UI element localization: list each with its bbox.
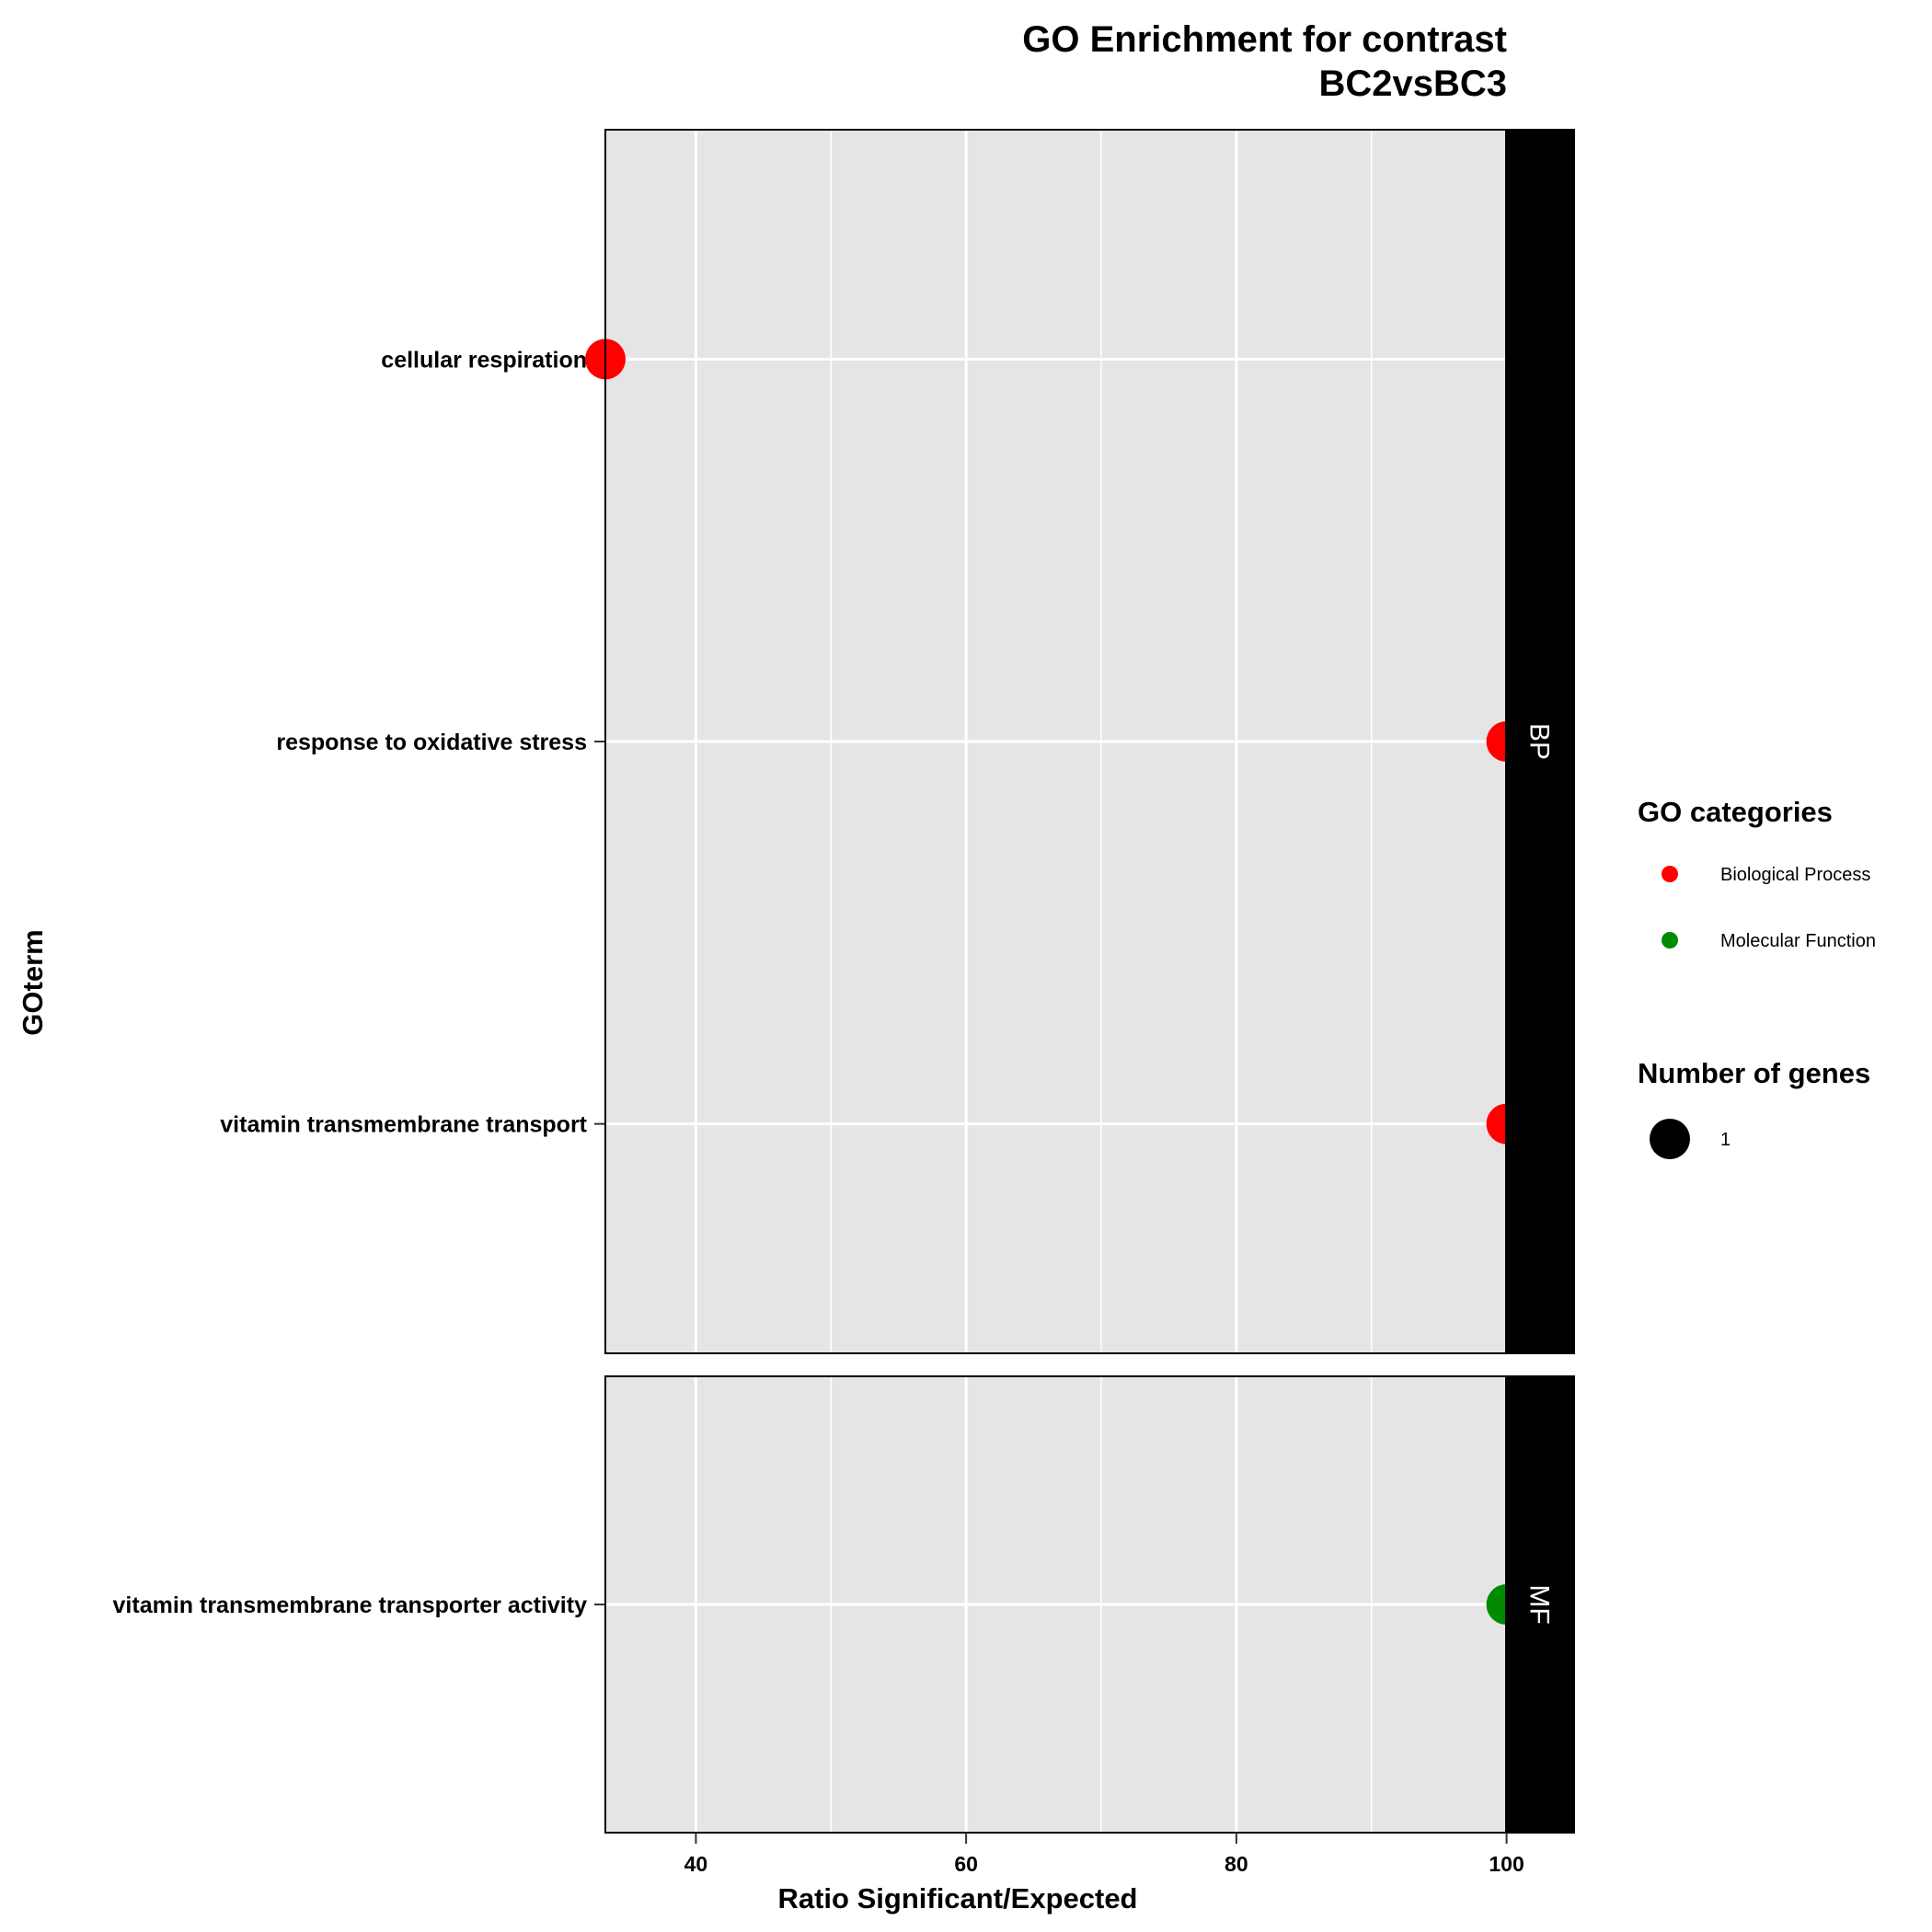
facet-strip bbox=[1505, 130, 1574, 1353]
legend: GO categories Biological Process Molecular… bbox=[1638, 796, 1876, 1159]
y-tick-label: cellular respiration bbox=[381, 347, 587, 373]
legend-color-label: Molecular Function bbox=[1720, 931, 1876, 951]
facet-strip bbox=[1505, 1376, 1574, 1833]
facet-mf: vitamin transmembrane transporter activi… bbox=[113, 1375, 1575, 1834]
legend-color-label: Biological Process bbox=[1720, 865, 1870, 885]
x-tick-label: 40 bbox=[684, 1852, 708, 1876]
legend-color-key bbox=[1662, 866, 1678, 882]
y-tick-label: vitamin transmembrane transporter activi… bbox=[113, 1593, 588, 1618]
legend-size-label: 1 bbox=[1720, 1130, 1731, 1150]
x-axis: 40 60 80 100 bbox=[684, 1833, 1524, 1876]
facet-bp: cellular respiration response to oxidativ… bbox=[220, 129, 1575, 1354]
legend-size-title: Number of genes bbox=[1638, 1057, 1870, 1089]
facet-strip-label: MF bbox=[1524, 1584, 1555, 1624]
y-tick-label: response to oxidative stress bbox=[276, 730, 587, 755]
panel-border bbox=[604, 129, 1575, 1354]
panel-border bbox=[604, 1375, 1575, 1834]
legend-size-key bbox=[1650, 1119, 1690, 1159]
facet-strip-label: BP bbox=[1524, 723, 1555, 760]
x-tick-label: 100 bbox=[1489, 1852, 1524, 1876]
x-tick-label: 60 bbox=[954, 1852, 978, 1876]
y-tick-label: vitamin transmembrane transport bbox=[220, 1112, 587, 1138]
chart-title-line2: BC2vsBC3 bbox=[1318, 63, 1507, 104]
facet-panels: cellular respiration response to oxidativ… bbox=[113, 129, 1575, 1834]
legend-color-key bbox=[1662, 932, 1678, 949]
x-axis-title: Ratio Significant/Expected bbox=[777, 1882, 1137, 1915]
y-axis-title: GOterm bbox=[17, 929, 49, 1035]
x-tick-label: 80 bbox=[1225, 1852, 1248, 1876]
legend-color-title: GO categories bbox=[1638, 796, 1833, 828]
chart-title-line1: GO Enrichment for contrast bbox=[1022, 19, 1507, 60]
